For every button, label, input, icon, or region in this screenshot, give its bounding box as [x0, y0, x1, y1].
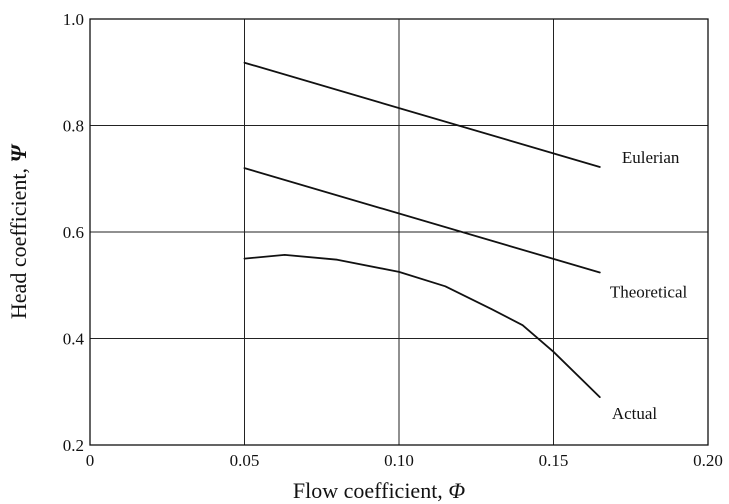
y-tick-label: 0.4: [63, 330, 85, 349]
series-labels: Eulerian Theoretical Actual: [610, 148, 688, 423]
plot-frame: [89, 18, 709, 446]
tick-labels: 0 0.05 0.10 0.15 0.20 0.2 0.4 0.6 0.8 1.0: [63, 10, 723, 470]
y-axis-symbol: Ψ: [6, 144, 31, 163]
x-axis-title-text: Flow coefficient,: [293, 478, 448, 503]
y-axis-title-text: Head coefficient,: [6, 163, 31, 320]
x-tick-label: 0.15: [539, 451, 569, 470]
series-line-theoretical: [243, 167, 601, 274]
series-label-actual: Actual: [612, 404, 658, 423]
y-tick-label: 1.0: [63, 10, 84, 29]
x-tick-label: 0.10: [384, 451, 414, 470]
series-lines: [243, 61, 601, 398]
series-line-eulerian: [243, 61, 601, 168]
x-tick-label: 0.20: [693, 451, 723, 470]
series-label-eulerian: Eulerian: [622, 148, 680, 167]
series-line-actual: [243, 254, 601, 398]
x-tick-label: 0: [86, 451, 95, 470]
y-tick-label: 0.2: [63, 436, 84, 455]
y-axis-title: Head coefficient, Ψ: [6, 144, 31, 320]
gridlines: [90, 19, 708, 445]
series-label-theoretical: Theoretical: [610, 282, 688, 301]
x-tick-label: 0.05: [230, 451, 260, 470]
y-tick-label: 0.8: [63, 117, 84, 136]
x-axis-title: Flow coefficient, Φ: [293, 478, 465, 503]
x-axis-symbol: Φ: [448, 478, 465, 503]
y-tick-label: 0.6: [63, 223, 84, 242]
